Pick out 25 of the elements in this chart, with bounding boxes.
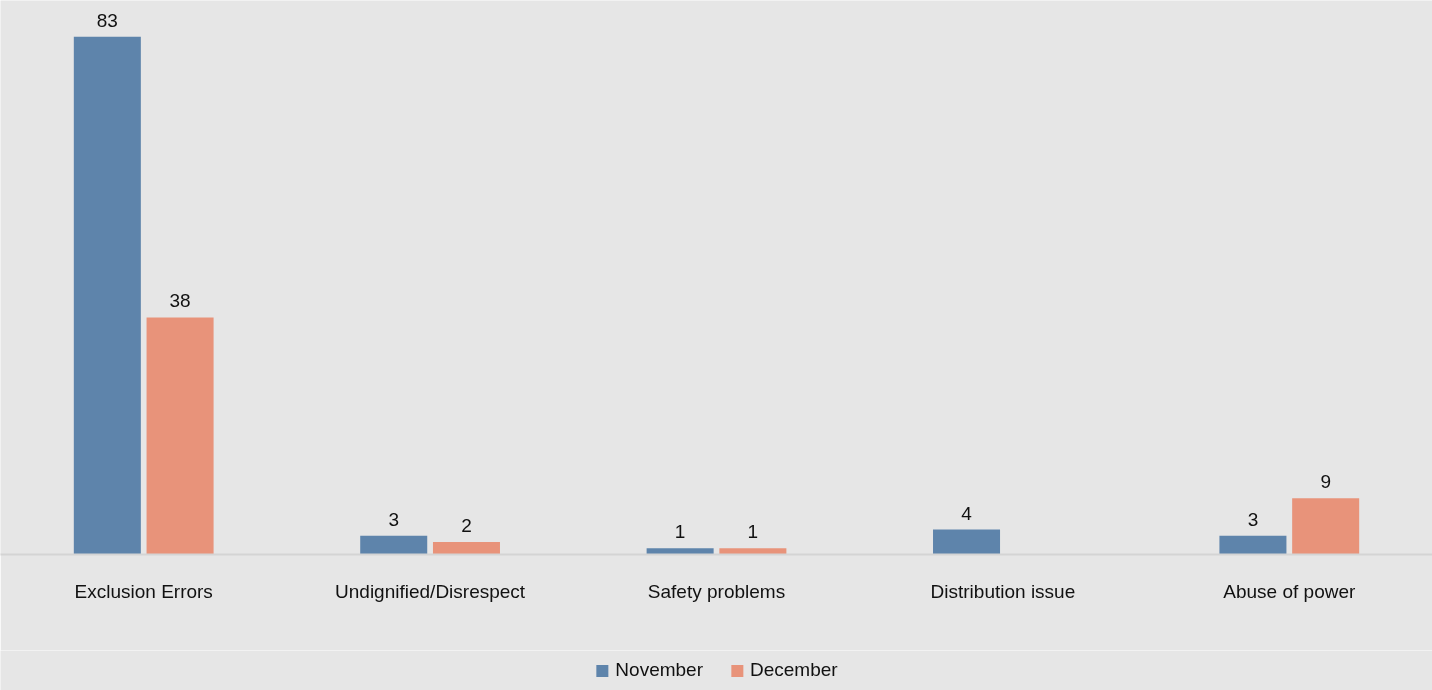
bar: [1292, 498, 1360, 555]
data-label: 4: [961, 502, 973, 524]
x-tick-label: Exclusion Errors: [74, 580, 213, 602]
bar: [1219, 535, 1287, 555]
data-label: 3: [388, 508, 400, 530]
bar: [933, 529, 1001, 555]
bar: [646, 548, 714, 555]
x-tick-label: Distribution issue: [930, 580, 1076, 602]
data-label: 9: [1320, 471, 1331, 493]
data-label: 2: [461, 515, 472, 537]
data-label: 1: [747, 521, 759, 543]
bar: [360, 535, 428, 555]
data-label: 83: [96, 9, 118, 31]
data-label: 38: [169, 290, 191, 312]
data-label: 1: [674, 521, 686, 543]
data-label: 3: [1247, 508, 1259, 530]
legend-label: November: [615, 659, 703, 681]
bar: [432, 542, 500, 555]
bar: [719, 548, 787, 555]
legend-label: December: [750, 659, 838, 681]
bar: [73, 36, 141, 555]
x-tick-label: Abuse of power: [1223, 580, 1356, 602]
x-tick-label: Safety problems: [647, 580, 786, 602]
bar: [146, 317, 214, 555]
x-tick-label: Undignified/Disrespect: [335, 580, 526, 602]
